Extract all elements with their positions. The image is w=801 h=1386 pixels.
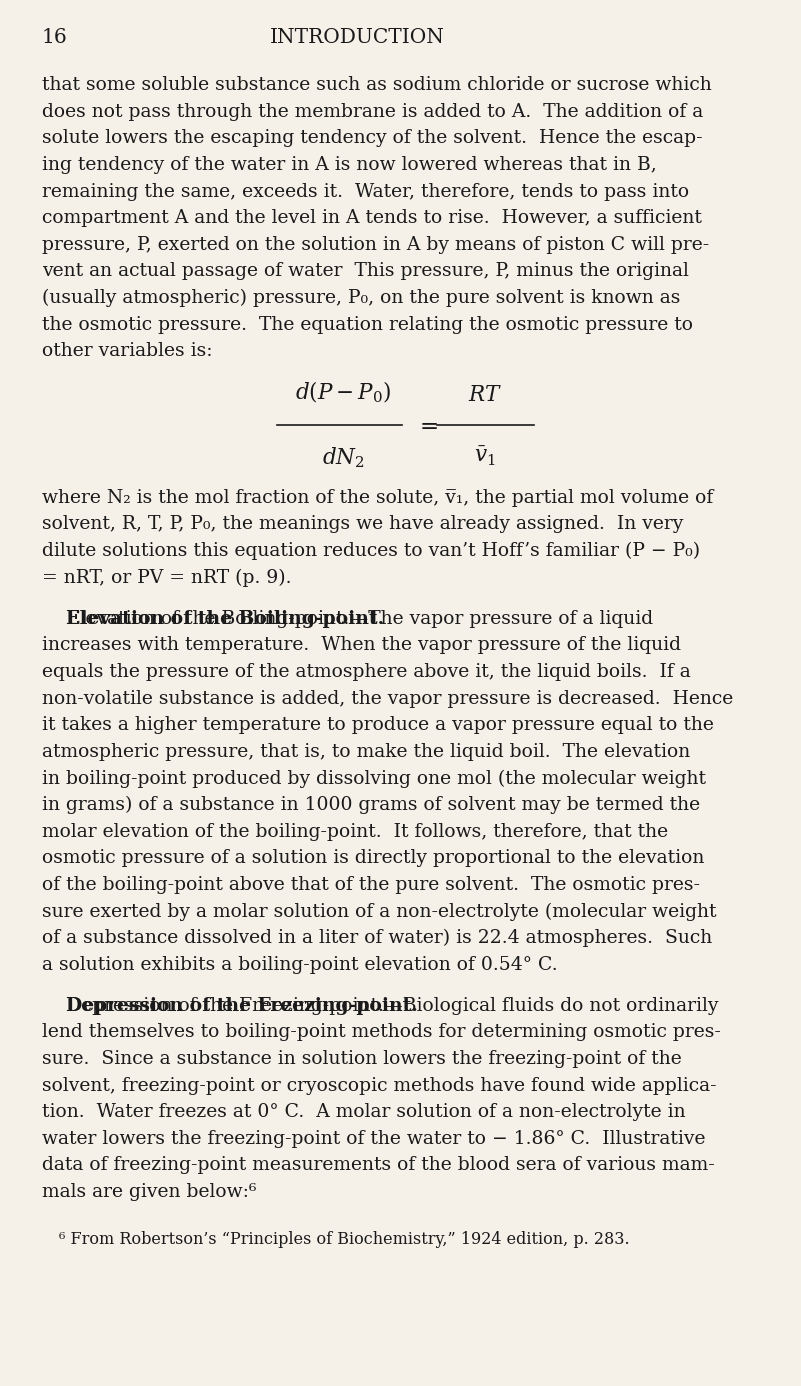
Text: other variables is:: other variables is: xyxy=(42,342,212,360)
Text: $dN_2$: $dN_2$ xyxy=(322,445,364,470)
Text: = nRT, or PV = nRT (p. 9).: = nRT, or PV = nRT (p. 9). xyxy=(42,568,291,586)
Text: solute lowers the escaping tendency of the solvent.  Hence the escap-: solute lowers the escaping tendency of t… xyxy=(42,129,702,147)
Text: (usually atmospheric) pressure, P₀, on the pure solvent is known as: (usually atmospheric) pressure, P₀, on t… xyxy=(42,290,680,308)
Text: $\bar{v}_1$: $\bar{v}_1$ xyxy=(474,445,496,468)
Text: osmotic pressure of a solution is directly proportional to the elevation: osmotic pressure of a solution is direct… xyxy=(42,850,704,868)
Text: mals are given below:⁶: mals are given below:⁶ xyxy=(42,1184,256,1202)
Text: of the boiling-point above that of the pure solvent.  The osmotic pres-: of the boiling-point above that of the p… xyxy=(42,876,699,894)
Text: compartment A and the level in A tends to rise.  However, a sufficient: compartment A and the level in A tends t… xyxy=(42,209,702,227)
Text: Depression of the Freezing-point.—Biological fluids do not ordinarily: Depression of the Freezing-point.—Biolog… xyxy=(66,997,718,1015)
Text: does not pass through the membrane is added to A.  The addition of a: does not pass through the membrane is ad… xyxy=(42,103,702,121)
Text: the osmotic pressure.  The equation relating the osmotic pressure to: the osmotic pressure. The equation relat… xyxy=(42,316,693,334)
Text: it takes a higher temperature to produce a vapor pressure equal to the: it takes a higher temperature to produce… xyxy=(42,717,714,735)
Text: solvent, R, T, P, P₀, the meanings we have already assigned.  In very: solvent, R, T, P, P₀, the meanings we ha… xyxy=(42,516,683,534)
Text: Depression of the Freezing-point.: Depression of the Freezing-point. xyxy=(66,997,418,1015)
Text: a solution exhibits a boiling-point elevation of 0.54° C.: a solution exhibits a boiling-point elev… xyxy=(42,956,557,974)
Text: $RT$: $RT$ xyxy=(469,385,502,405)
Text: molar elevation of the boiling-point.  It follows, therefore, that the: molar elevation of the boiling-point. It… xyxy=(42,823,668,841)
Text: atmospheric pressure, that is, to make the liquid boil.  The elevation: atmospheric pressure, that is, to make t… xyxy=(42,743,690,761)
Text: sure exerted by a molar solution of a non-electrolyte (molecular weight: sure exerted by a molar solution of a no… xyxy=(42,902,716,920)
Text: vent an actual passage of water  This pressure, P, minus the original: vent an actual passage of water This pre… xyxy=(42,262,689,280)
Text: $d(P - P_0)$: $d(P - P_0)$ xyxy=(295,380,391,405)
Text: non-volatile substance is added, the vapor pressure is decreased.  Hence: non-volatile substance is added, the vap… xyxy=(42,690,733,708)
Text: lend themselves to boiling-point methods for determining osmotic pres-: lend themselves to boiling-point methods… xyxy=(42,1023,720,1041)
Text: equals the pressure of the atmosphere above it, the liquid boils.  If a: equals the pressure of the atmosphere ab… xyxy=(42,663,690,681)
Text: water lowers the freezing-point of the water to − 1.86° C.  Illustrative: water lowers the freezing-point of the w… xyxy=(42,1130,705,1148)
Text: where N₂ is the mol fraction of the solute, v̅₁, the partial mol volume of: where N₂ is the mol fraction of the solu… xyxy=(42,489,713,507)
Text: pressure, P, exerted on the solution in A by means of piston C will pre-: pressure, P, exerted on the solution in … xyxy=(42,236,709,254)
Text: ⁶ From Robertson’s “Principles of Biochemistry,” 1924 edition, p. 283.: ⁶ From Robertson’s “Principles of Bioche… xyxy=(59,1232,630,1249)
Text: remaining the same, exceeds it.  Water, therefore, tends to pass into: remaining the same, exceeds it. Water, t… xyxy=(42,183,689,201)
Text: that some soluble substance such as sodium chloride or sucrose which: that some soluble substance such as sodi… xyxy=(42,76,711,94)
Text: in boiling-point produced by dissolving one mol (the molecular weight: in boiling-point produced by dissolving … xyxy=(42,769,706,787)
Text: in grams) of a substance in 1000 grams of solvent may be termed the: in grams) of a substance in 1000 grams o… xyxy=(42,796,700,815)
Text: 16: 16 xyxy=(42,28,67,47)
Text: of a substance dissolved in a liter of water) is 22.4 atmospheres.  Such: of a substance dissolved in a liter of w… xyxy=(42,929,712,948)
Text: increases with temperature.  When the vapor pressure of the liquid: increases with temperature. When the vap… xyxy=(42,636,681,654)
Text: sure.  Since a substance in solution lowers the freezing-point of the: sure. Since a substance in solution lowe… xyxy=(42,1051,682,1069)
Text: solvent, freezing-point or cryoscopic methods have found wide applica-: solvent, freezing-point or cryoscopic me… xyxy=(42,1077,716,1095)
Text: Elevation of the Boiling-point.—The vapor pressure of a liquid: Elevation of the Boiling-point.—The vapo… xyxy=(66,610,653,628)
Text: tion.  Water freezes at 0° C.  A molar solution of a non-electrolyte in: tion. Water freezes at 0° C. A molar sol… xyxy=(42,1103,685,1121)
Text: $=$: $=$ xyxy=(415,413,438,437)
Text: INTRODUCTION: INTRODUCTION xyxy=(270,28,445,47)
Text: dilute solutions this equation reduces to van’t Hoff’s familiar (P − P₀): dilute solutions this equation reduces t… xyxy=(42,542,700,560)
Text: data of freezing-point measurements of the blood sera of various mam-: data of freezing-point measurements of t… xyxy=(42,1156,714,1174)
Text: Elevation of the Boiling-point.: Elevation of the Boiling-point. xyxy=(66,610,384,628)
Text: ing tendency of the water in A is now lowered whereas that in B,: ing tendency of the water in A is now lo… xyxy=(42,157,656,175)
